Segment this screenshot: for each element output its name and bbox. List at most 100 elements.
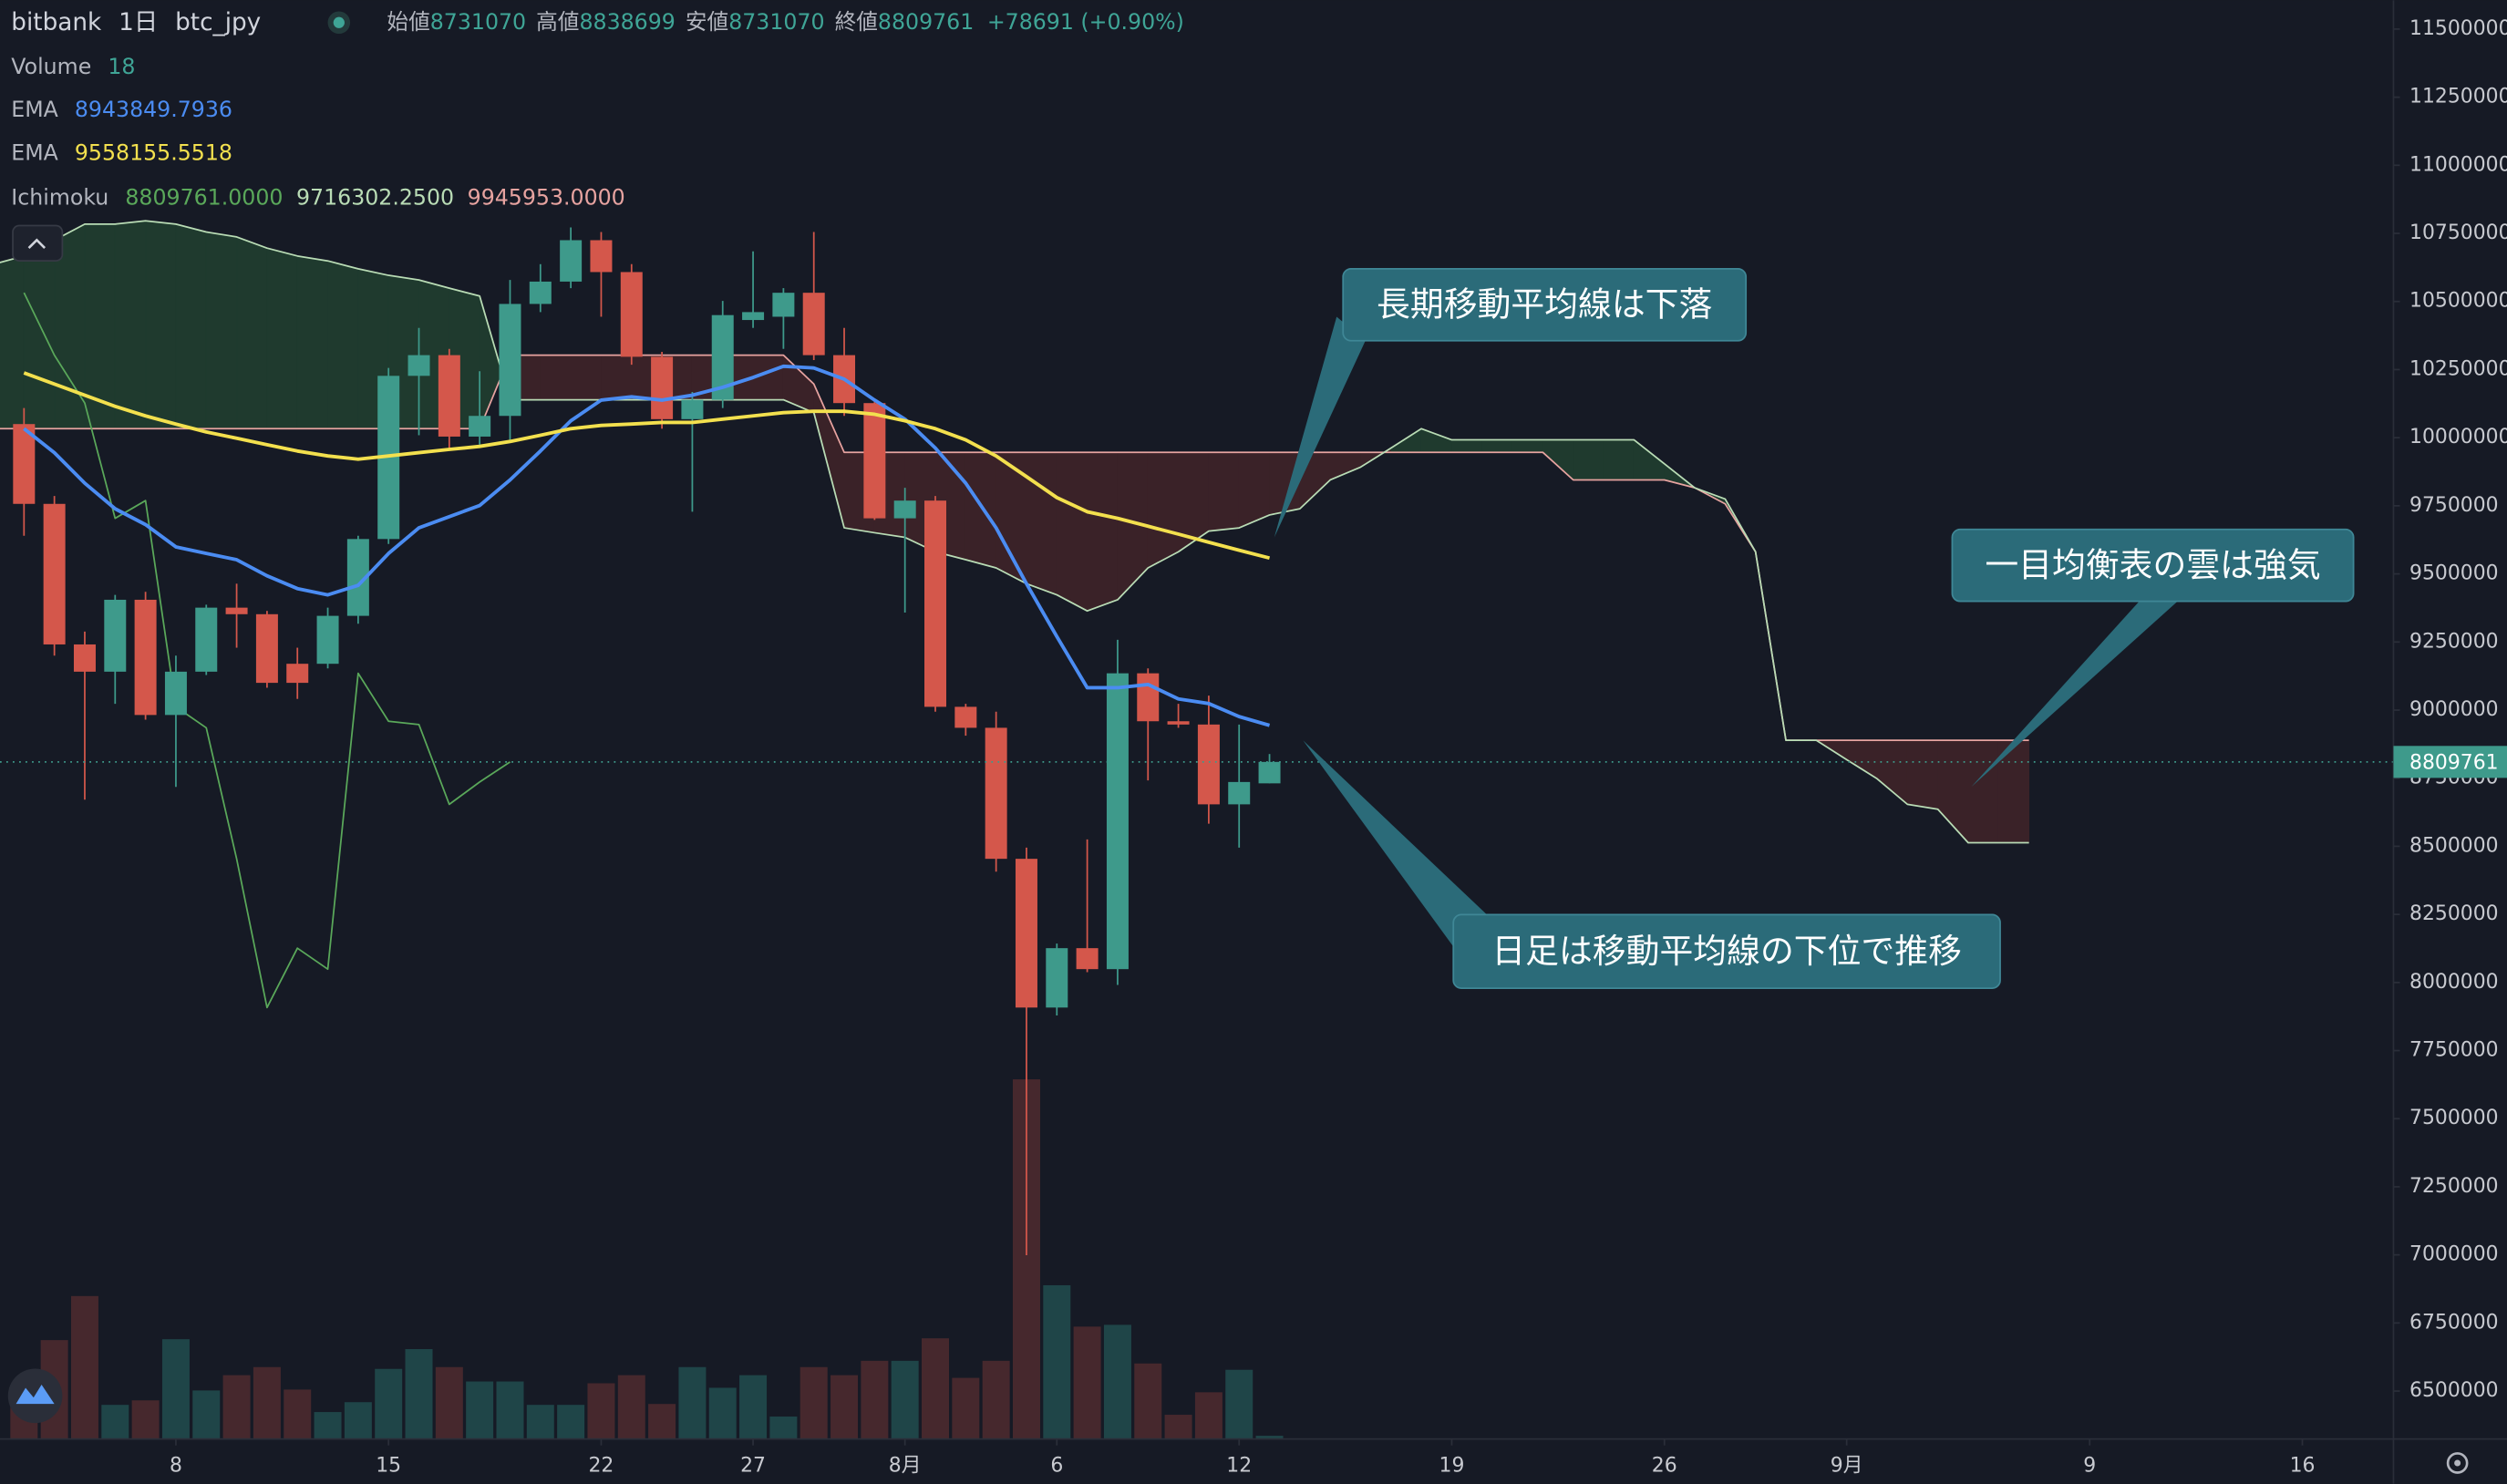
y-tick-label: 8000000: [2409, 971, 2499, 994]
annotation-pointer: [1274, 316, 1366, 538]
volume-bar: [253, 1366, 281, 1439]
candle-body: [742, 312, 765, 321]
cloud-fill: [327, 260, 359, 429]
open-label: 始値: [387, 8, 429, 34]
cloud-fill: [1451, 439, 1483, 453]
legend-name: EMA: [11, 97, 58, 122]
candle-body: [863, 403, 886, 519]
cloud-fill: [965, 451, 997, 569]
y-tick-label: 9000000: [2409, 698, 2499, 721]
volume-bar: [922, 1338, 949, 1439]
y-tick-label: 11000000: [2409, 153, 2507, 176]
cloud-fill: [1511, 439, 1543, 453]
candle-body: [438, 355, 460, 437]
candle-body: [590, 240, 613, 273]
close-value: 8809761: [878, 8, 974, 34]
x-tick-label: 9: [2083, 1454, 2096, 1477]
ichimoku-span-a: [0, 220, 2029, 844]
volume-bar: [617, 1375, 645, 1439]
cloud-fill: [23, 239, 56, 429]
volume-bar: [526, 1405, 554, 1439]
x-tick-label: 15: [376, 1454, 401, 1477]
annotation: 一目均衡表の雲は強気: [1951, 528, 2355, 788]
interval[interactable]: 1日: [119, 8, 158, 36]
cloud-fill: [1087, 451, 1119, 612]
annotation-box: [1951, 528, 2355, 603]
y-tick-label: 10500000: [2409, 290, 2507, 313]
volume-bar: [101, 1405, 129, 1439]
cloud-fill: [1208, 451, 1240, 532]
cloud-fill: [1056, 451, 1088, 612]
high-value: 8838699: [579, 8, 675, 34]
y-tick-label: 8250000: [2409, 902, 2499, 925]
candle-body: [772, 293, 795, 317]
legend-value: 9716302.2500: [296, 184, 454, 210]
annotation-text: 一目均衡表の雲は強気: [1985, 545, 2320, 584]
low-value: 8731070: [728, 8, 824, 34]
ema-line: [23, 371, 1271, 561]
legend-ema-short: EMA 8943849.7936: [11, 97, 232, 122]
candle-body: [802, 293, 825, 356]
annotation: 日足は移動平均線の下位で推移: [1303, 740, 2001, 989]
symbol-header: bitbank 1日 btc_jpy: [11, 8, 261, 36]
volume-bar: [1134, 1363, 1162, 1439]
x-tick-label: 8: [170, 1454, 182, 1477]
volume-bar: [831, 1375, 859, 1439]
volume-bar: [1073, 1326, 1101, 1439]
candle-body: [681, 399, 704, 419]
candle-body: [529, 281, 552, 304]
volume-bar: [222, 1375, 251, 1439]
volume-bar: [70, 1295, 98, 1439]
y-tick-label: 10250000: [2409, 357, 2507, 380]
y-tick-label: 6750000: [2409, 1311, 2499, 1334]
candle-body: [286, 664, 309, 684]
x-tick-label: 8月: [889, 1454, 922, 1477]
volume-bar: [861, 1360, 889, 1439]
legend-value: 18: [108, 53, 135, 78]
cloud-fill: [266, 247, 298, 429]
cloud-fill: [145, 220, 177, 429]
change: +78691 (+0.90%): [987, 8, 1184, 34]
candle-body: [164, 671, 187, 716]
candle-body: [1076, 948, 1099, 970]
y-tick-label: 7000000: [2409, 1243, 2499, 1266]
cloud-fill: [1906, 739, 1939, 810]
volume-bar: [800, 1366, 828, 1439]
cloud-fill: [1481, 439, 1513, 453]
candle-body: [13, 424, 36, 504]
candle-body: [985, 727, 1007, 860]
volume-bar: [161, 1339, 190, 1439]
annotation-pointer: [1971, 601, 2178, 788]
cloud-fill: [1603, 439, 1635, 480]
volume-bar: [284, 1389, 312, 1439]
settings-icon[interactable]: [2446, 1452, 2469, 1474]
ichimoku-lagging: [23, 292, 511, 1009]
legend-value: 9558155.5518: [75, 139, 232, 165]
candle-body: [651, 356, 674, 419]
volume-bar: [131, 1400, 160, 1439]
volume-bar: [466, 1381, 494, 1439]
candle-body: [255, 613, 278, 684]
collapse-button[interactable]: [12, 224, 64, 262]
candle-body: [620, 272, 643, 357]
cloud-fill: [1026, 451, 1057, 596]
candle-body: [469, 416, 491, 437]
y-tick-label: 11500000: [2409, 17, 2507, 40]
legend-value: 8809761.0000: [125, 184, 283, 210]
volume-bar: [982, 1360, 1010, 1439]
y-tick-label: 7250000: [2409, 1175, 2499, 1198]
volume-bar: [1255, 1436, 1284, 1439]
logo[interactable]: [7, 1368, 63, 1424]
last-price-label: 8809761: [2409, 752, 2499, 775]
cloud-fill: [0, 255, 25, 429]
ohlc-header: 始値8731070 高値8838699 安値8731070 終値8809761 …: [387, 8, 1183, 34]
candle-body: [1106, 673, 1129, 970]
cloud-fill: [114, 220, 147, 429]
volume-bar: [496, 1381, 524, 1439]
volume-bar: [435, 1366, 463, 1439]
candle-body: [1046, 948, 1068, 1008]
legend-name: EMA: [11, 139, 58, 165]
candle-body: [711, 314, 734, 400]
volume-bar: [405, 1349, 433, 1439]
